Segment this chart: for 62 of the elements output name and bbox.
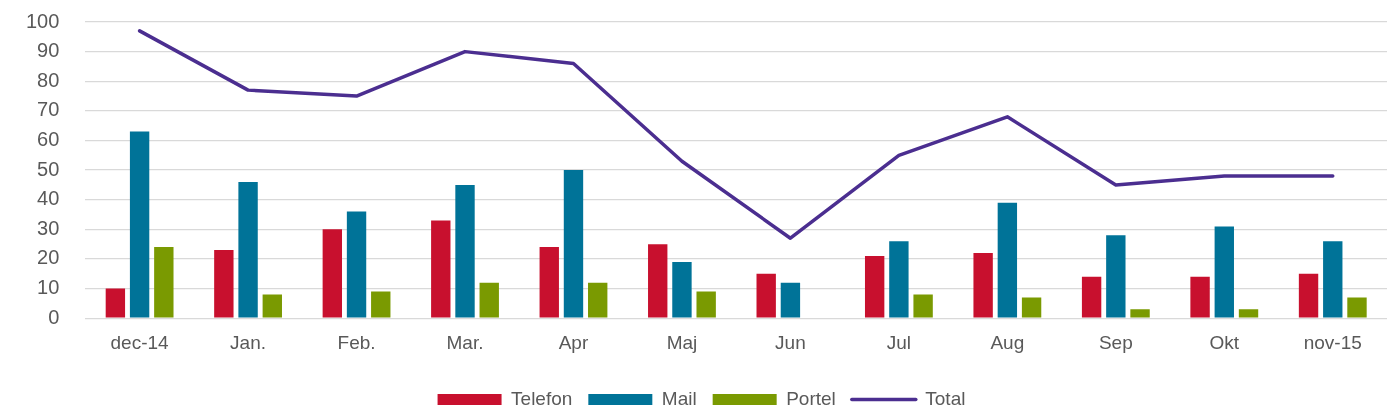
bar [973, 253, 993, 318]
y-tick-label: 20 [37, 246, 60, 269]
legend-label: Telefon [511, 387, 573, 409]
x-tick-label: nov-15 [1303, 331, 1362, 353]
bar [455, 184, 475, 318]
bar [154, 247, 174, 318]
bar [1323, 241, 1343, 318]
legend-label: Portel [786, 387, 836, 409]
bar [1021, 297, 1042, 318]
x-tick-label: Jul [886, 331, 912, 353]
y-tick-label: 90 [37, 39, 60, 62]
bar [322, 229, 343, 318]
bar [431, 220, 451, 318]
x-tick-label: dec-14 [110, 331, 170, 353]
bar [997, 202, 1018, 318]
y-tick-label: 0 [48, 305, 60, 328]
bar [1106, 235, 1126, 318]
bar [105, 288, 126, 318]
x-tick-label: Maj [666, 331, 698, 353]
x-tick-label: Sep [1098, 331, 1133, 353]
x-tick-label: Jan. [230, 331, 267, 353]
x-tick-label: Okt [1209, 331, 1240, 353]
y-tick-label: 40 [37, 187, 60, 210]
y-tick-label: 10 [37, 276, 60, 299]
bar [1214, 226, 1234, 318]
bar [889, 241, 909, 318]
x-tick-label: Apr [558, 331, 589, 353]
y-tick-label: 50 [37, 157, 60, 180]
bar [1238, 309, 1259, 318]
bar [1190, 276, 1210, 318]
x-tick-label: Mar. [446, 331, 484, 353]
bar [648, 244, 668, 318]
bar [756, 273, 776, 318]
bar [1347, 297, 1367, 318]
bar [672, 261, 692, 318]
x-tick-label: Aug [990, 331, 1025, 353]
y-tick-label: 30 [37, 216, 60, 239]
bar [262, 294, 282, 318]
bar [1081, 276, 1102, 318]
bar [346, 211, 367, 318]
y-tick-label: 70 [37, 98, 60, 121]
bar [1298, 273, 1319, 318]
bar [238, 181, 258, 318]
bar [780, 282, 801, 318]
y-tick-label: 80 [37, 68, 60, 91]
x-tick-label: Jun [775, 331, 806, 353]
bar [588, 282, 608, 318]
bar [1130, 309, 1150, 318]
y-tick-label: 60 [37, 128, 60, 150]
x-tick-label: Feb. [337, 331, 376, 353]
bar [129, 131, 150, 318]
bar [696, 291, 716, 318]
legend-label: Total [925, 387, 966, 409]
bar [371, 291, 391, 318]
y-tick-label: 100 [25, 9, 60, 32]
bar [864, 256, 885, 318]
bar [214, 250, 234, 318]
bar [913, 294, 933, 318]
bar [539, 247, 559, 318]
bar [479, 282, 499, 318]
legend-label: Mail [661, 387, 697, 409]
bar [563, 170, 584, 318]
